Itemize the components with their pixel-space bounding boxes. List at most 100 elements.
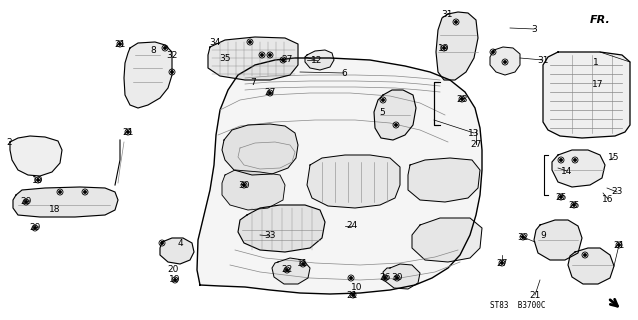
- Polygon shape: [543, 52, 630, 138]
- Text: 25: 25: [555, 193, 567, 202]
- Polygon shape: [534, 220, 582, 260]
- Text: 4: 4: [177, 238, 183, 247]
- Circle shape: [352, 294, 354, 296]
- Polygon shape: [412, 218, 482, 262]
- Circle shape: [560, 159, 562, 161]
- Polygon shape: [160, 238, 194, 264]
- Text: 1: 1: [593, 58, 599, 67]
- Polygon shape: [197, 58, 482, 294]
- Circle shape: [574, 159, 576, 161]
- Text: 29: 29: [29, 223, 41, 233]
- Circle shape: [37, 179, 39, 181]
- Circle shape: [618, 244, 620, 246]
- Polygon shape: [305, 50, 334, 70]
- Polygon shape: [238, 205, 325, 252]
- Text: 2: 2: [6, 138, 12, 147]
- Text: 7: 7: [250, 77, 256, 86]
- Circle shape: [84, 191, 86, 193]
- Text: 31: 31: [537, 55, 549, 65]
- Text: 21: 21: [530, 291, 540, 300]
- Circle shape: [492, 51, 494, 53]
- Text: 25: 25: [568, 201, 580, 210]
- Text: 10: 10: [352, 284, 363, 292]
- Text: 9: 9: [540, 231, 546, 241]
- Polygon shape: [13, 187, 118, 217]
- Polygon shape: [490, 47, 520, 75]
- Text: 6: 6: [341, 68, 347, 77]
- Text: ST83  B3700C: ST83 B3700C: [490, 300, 545, 309]
- Polygon shape: [374, 90, 416, 140]
- Text: 19: 19: [169, 275, 181, 284]
- Text: 21: 21: [114, 39, 126, 49]
- Text: 14: 14: [561, 166, 573, 175]
- Text: 34: 34: [209, 37, 221, 46]
- Text: 16: 16: [602, 195, 614, 204]
- Text: 29: 29: [20, 197, 32, 206]
- Polygon shape: [408, 158, 480, 202]
- Circle shape: [461, 98, 463, 100]
- Text: 13: 13: [468, 129, 480, 138]
- Circle shape: [522, 236, 524, 238]
- Text: 20: 20: [167, 266, 179, 275]
- Circle shape: [243, 184, 245, 186]
- Circle shape: [396, 277, 398, 279]
- Polygon shape: [222, 124, 298, 175]
- Polygon shape: [307, 155, 400, 208]
- Text: 21: 21: [613, 241, 625, 250]
- Text: 27: 27: [470, 140, 482, 148]
- Circle shape: [384, 277, 386, 279]
- Text: 5: 5: [379, 108, 385, 116]
- Text: FR.: FR.: [590, 15, 611, 25]
- Text: 32: 32: [517, 233, 529, 242]
- Text: 19: 19: [438, 44, 450, 52]
- Circle shape: [161, 242, 163, 244]
- Circle shape: [269, 92, 271, 94]
- Polygon shape: [10, 136, 62, 176]
- Text: 11: 11: [297, 260, 309, 268]
- Circle shape: [443, 47, 445, 49]
- Text: 30: 30: [238, 180, 249, 189]
- Circle shape: [584, 254, 586, 256]
- Polygon shape: [383, 264, 420, 289]
- Circle shape: [302, 263, 304, 265]
- Circle shape: [286, 269, 288, 271]
- Text: 28: 28: [456, 94, 468, 103]
- Text: 18: 18: [49, 204, 61, 213]
- Polygon shape: [552, 150, 605, 187]
- Polygon shape: [124, 42, 172, 108]
- Circle shape: [573, 204, 575, 206]
- Text: 17: 17: [592, 79, 604, 89]
- Circle shape: [560, 196, 562, 198]
- Circle shape: [382, 99, 384, 101]
- Text: 33: 33: [264, 231, 276, 241]
- Polygon shape: [272, 258, 310, 284]
- Polygon shape: [436, 12, 478, 80]
- Circle shape: [127, 131, 130, 133]
- Text: 31: 31: [441, 10, 453, 19]
- Text: 21: 21: [122, 127, 134, 137]
- Circle shape: [455, 21, 457, 23]
- Circle shape: [282, 59, 284, 61]
- Text: 30: 30: [391, 274, 403, 283]
- Polygon shape: [568, 248, 614, 284]
- Circle shape: [171, 71, 173, 73]
- Circle shape: [164, 47, 167, 49]
- Text: 26: 26: [380, 274, 390, 283]
- Circle shape: [59, 191, 61, 193]
- Circle shape: [501, 262, 503, 264]
- Text: 23: 23: [611, 188, 623, 196]
- Polygon shape: [208, 37, 298, 80]
- Text: 12: 12: [311, 55, 323, 65]
- Circle shape: [34, 227, 36, 229]
- Circle shape: [261, 54, 263, 56]
- Circle shape: [350, 277, 352, 279]
- Text: 32: 32: [167, 51, 178, 60]
- Text: 3: 3: [531, 25, 537, 34]
- Text: 21: 21: [346, 291, 358, 300]
- Circle shape: [119, 43, 121, 45]
- Circle shape: [25, 201, 27, 203]
- Circle shape: [249, 41, 251, 43]
- Circle shape: [269, 54, 271, 56]
- Circle shape: [504, 61, 506, 63]
- Text: 27: 27: [281, 54, 293, 63]
